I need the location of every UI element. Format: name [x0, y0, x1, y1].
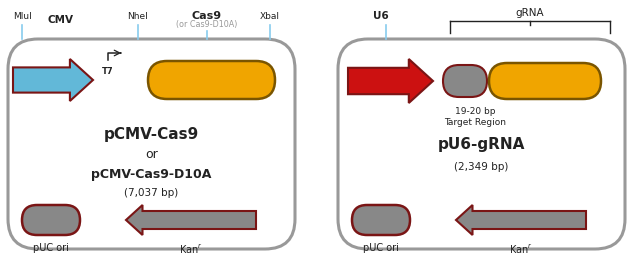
FancyArrow shape	[13, 59, 93, 101]
Text: (or Cas9-D10A): (or Cas9-D10A)	[177, 20, 237, 29]
FancyBboxPatch shape	[148, 61, 275, 99]
Text: pCMV-Cas9-D10A: pCMV-Cas9-D10A	[91, 168, 211, 181]
Text: XbaI: XbaI	[260, 12, 280, 21]
FancyBboxPatch shape	[22, 205, 80, 235]
FancyBboxPatch shape	[8, 39, 295, 249]
Text: or: or	[145, 148, 158, 161]
Text: pUC ori: pUC ori	[33, 243, 69, 253]
Text: Kan$^r$: Kan$^r$	[179, 243, 203, 256]
FancyArrow shape	[456, 205, 586, 235]
FancyBboxPatch shape	[489, 63, 601, 99]
Text: pCMV-Cas9: pCMV-Cas9	[104, 127, 199, 142]
Text: Target Region: Target Region	[444, 118, 506, 127]
Text: U6: U6	[373, 11, 389, 21]
Text: T7: T7	[102, 67, 114, 76]
FancyArrow shape	[348, 59, 433, 103]
Text: gRNA: gRNA	[516, 8, 544, 18]
Text: Cas9: Cas9	[192, 11, 222, 21]
FancyArrow shape	[126, 205, 256, 235]
Text: 19-20 bp: 19-20 bp	[455, 107, 495, 116]
Text: pU6-gRNA: pU6-gRNA	[438, 137, 525, 152]
Text: (2,349 bp): (2,349 bp)	[454, 161, 509, 171]
Text: MluI: MluI	[13, 12, 31, 21]
FancyBboxPatch shape	[338, 39, 625, 249]
FancyBboxPatch shape	[443, 65, 487, 97]
Text: pUC ori: pUC ori	[363, 243, 399, 253]
Text: Kan$^r$: Kan$^r$	[509, 243, 533, 256]
Text: NheI: NheI	[128, 12, 149, 21]
FancyBboxPatch shape	[352, 205, 410, 235]
Text: CMV: CMV	[47, 15, 73, 25]
Text: (7,037 bp): (7,037 bp)	[124, 188, 178, 198]
